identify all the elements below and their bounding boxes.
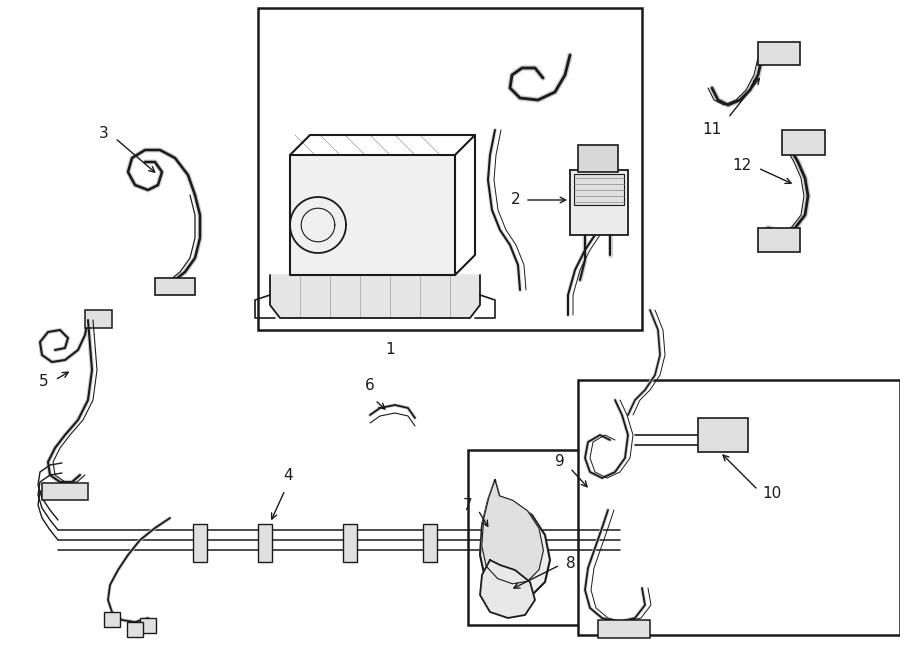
Text: 7: 7 xyxy=(463,498,472,512)
Text: 5: 5 xyxy=(39,375,48,389)
Bar xyxy=(193,524,207,562)
Polygon shape xyxy=(270,275,480,318)
Bar xyxy=(698,418,748,452)
Bar xyxy=(468,450,656,625)
Polygon shape xyxy=(482,480,544,584)
Polygon shape xyxy=(480,480,550,598)
Text: 6: 6 xyxy=(365,378,375,393)
Bar xyxy=(42,483,88,500)
Bar xyxy=(104,612,120,627)
Bar xyxy=(758,42,800,65)
Text: 8: 8 xyxy=(566,555,576,570)
Text: 9: 9 xyxy=(555,455,565,469)
Text: 2: 2 xyxy=(510,192,520,208)
Bar xyxy=(343,524,357,562)
Bar xyxy=(140,618,156,633)
Bar xyxy=(578,145,618,172)
Bar xyxy=(258,524,272,562)
Bar xyxy=(758,228,800,252)
Bar xyxy=(578,380,900,635)
Bar xyxy=(155,278,195,295)
Bar xyxy=(513,524,527,562)
Bar xyxy=(127,622,143,637)
Bar xyxy=(258,8,642,330)
Bar xyxy=(85,310,112,328)
Text: 12: 12 xyxy=(733,157,752,173)
Bar xyxy=(574,174,624,205)
Bar xyxy=(570,170,628,235)
Text: 1: 1 xyxy=(385,342,395,357)
Polygon shape xyxy=(290,155,455,275)
Text: 11: 11 xyxy=(703,122,722,137)
Text: 3: 3 xyxy=(99,126,109,141)
Bar xyxy=(423,524,437,562)
Polygon shape xyxy=(480,560,535,618)
Text: 4: 4 xyxy=(284,468,292,483)
Bar xyxy=(598,620,650,638)
Text: 10: 10 xyxy=(762,485,781,500)
Bar xyxy=(782,130,825,155)
